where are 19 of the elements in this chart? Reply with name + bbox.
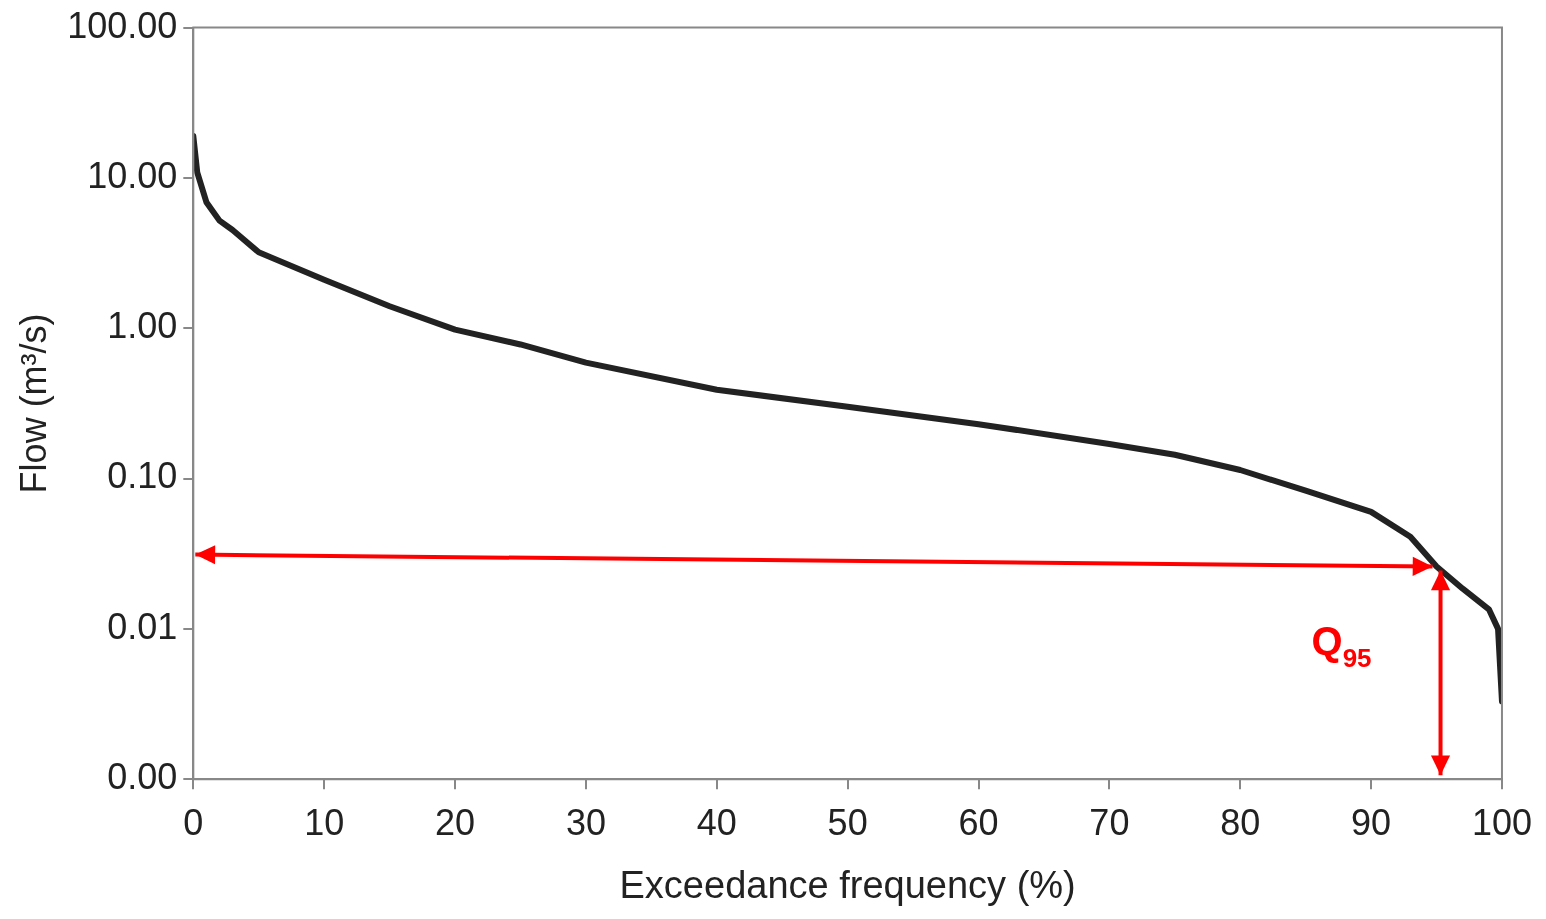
y-tick-label: 1.00 [107,305,178,347]
y-tick-label: 0.01 [107,605,178,647]
x-tick-label: 70 [1089,801,1130,843]
x-tick-label: 40 [696,801,737,843]
y-tick-label: 10.00 [87,154,178,196]
x-axis-title: Exceedance frequency (%) [619,863,1076,906]
x-tick-label: 80 [1220,801,1261,843]
x-tick-label: 50 [827,801,868,843]
x-tick-label: 100 [1471,801,1533,843]
x-tick-label: 60 [958,801,999,843]
y-tick-label: 0.00 [107,756,178,798]
x-tick-label: 30 [565,801,606,843]
x-tick-label: 0 [183,801,204,843]
y-tick-label: 100.00 [67,4,178,46]
y-axis-title: Flow (m³/s) [12,313,54,494]
x-tick-label: 10 [304,801,345,843]
x-tick-label: 20 [435,801,476,843]
x-tick-label: 90 [1351,801,1392,843]
y-tick-label: 0.10 [107,455,178,497]
